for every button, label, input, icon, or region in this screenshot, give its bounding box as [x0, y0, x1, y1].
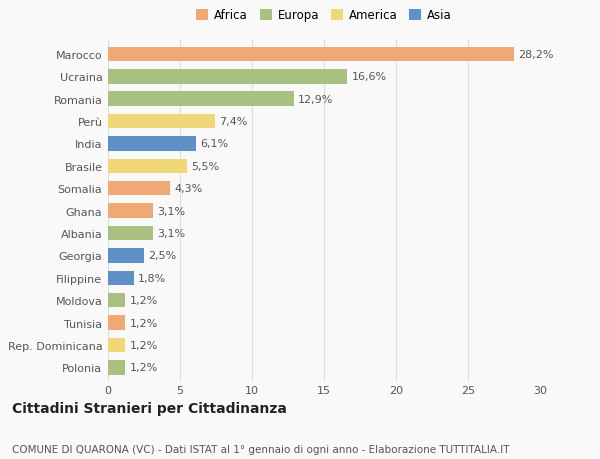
Text: 4,3%: 4,3%: [174, 184, 202, 194]
Bar: [108, 47, 514, 62]
Text: 5,5%: 5,5%: [191, 162, 220, 172]
Text: 1,2%: 1,2%: [130, 318, 158, 328]
Bar: [108, 226, 152, 241]
Text: COMUNE DI QUARONA (VC) - Dati ISTAT al 1° gennaio di ogni anno - Elaborazione TU: COMUNE DI QUARONA (VC) - Dati ISTAT al 1…: [12, 444, 509, 454]
Bar: [108, 181, 170, 196]
Bar: [108, 360, 125, 375]
Text: 1,2%: 1,2%: [130, 340, 158, 350]
Text: 28,2%: 28,2%: [518, 50, 554, 60]
Bar: [108, 338, 125, 353]
Bar: [108, 293, 125, 308]
Bar: [108, 159, 187, 174]
Text: 2,5%: 2,5%: [148, 251, 176, 261]
Bar: [108, 249, 144, 263]
Bar: [108, 204, 152, 218]
Text: 1,2%: 1,2%: [130, 363, 158, 373]
Text: 3,1%: 3,1%: [157, 229, 185, 239]
Bar: [108, 92, 294, 106]
Bar: [108, 271, 134, 285]
Text: 3,1%: 3,1%: [157, 206, 185, 216]
Bar: [108, 137, 196, 151]
Bar: [108, 114, 215, 129]
Text: 1,2%: 1,2%: [130, 296, 158, 306]
Bar: [108, 316, 125, 330]
Text: 7,4%: 7,4%: [219, 117, 247, 127]
Text: 12,9%: 12,9%: [298, 95, 334, 104]
Text: 16,6%: 16,6%: [352, 72, 386, 82]
Bar: [108, 70, 347, 84]
Text: 1,8%: 1,8%: [138, 273, 166, 283]
Text: 6,1%: 6,1%: [200, 139, 228, 149]
Legend: Africa, Europa, America, Asia: Africa, Europa, America, Asia: [193, 6, 455, 26]
Text: Cittadini Stranieri per Cittadinanza: Cittadini Stranieri per Cittadinanza: [12, 402, 287, 415]
